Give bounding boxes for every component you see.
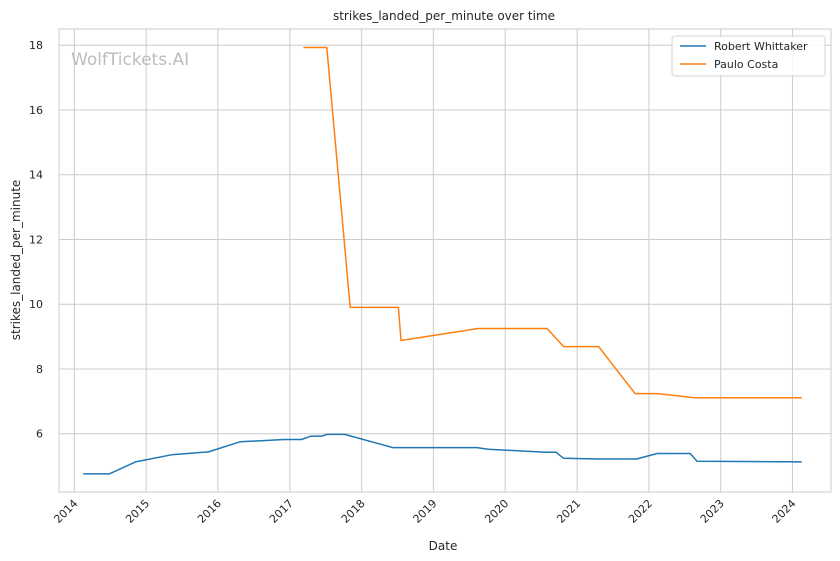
series-line-1 bbox=[83, 433, 802, 475]
legend: Robert Whittaker Paulo Costa bbox=[671, 35, 826, 77]
y-tick-label: 10 bbox=[29, 298, 43, 311]
grid bbox=[59, 29, 831, 492]
series-line-2 bbox=[303, 46, 802, 399]
legend-box bbox=[671, 35, 826, 77]
y-tick-labels: 6 8 10 12 14 16 18 bbox=[29, 39, 43, 441]
y-tick-label: 14 bbox=[29, 169, 43, 182]
y-tick-label: 6 bbox=[36, 428, 43, 441]
y-tick-label: 16 bbox=[29, 104, 43, 117]
legend-label-1: Robert Whittaker bbox=[714, 40, 808, 53]
x-axis-title: Date bbox=[429, 539, 458, 553]
y-tick-label: 12 bbox=[29, 233, 43, 246]
chart-title: strikes_landed_per_minute over time bbox=[333, 9, 555, 23]
y-tick-label: 8 bbox=[36, 363, 43, 376]
y-tick-label: 18 bbox=[29, 39, 43, 52]
y-axis-title: strikes_landed_per_minute bbox=[9, 180, 23, 341]
watermark: WolfTickets.AI bbox=[71, 50, 189, 70]
legend-label-2: Paulo Costa bbox=[714, 58, 778, 71]
plot-frame bbox=[58, 28, 832, 493]
series-layer bbox=[83, 46, 802, 475]
